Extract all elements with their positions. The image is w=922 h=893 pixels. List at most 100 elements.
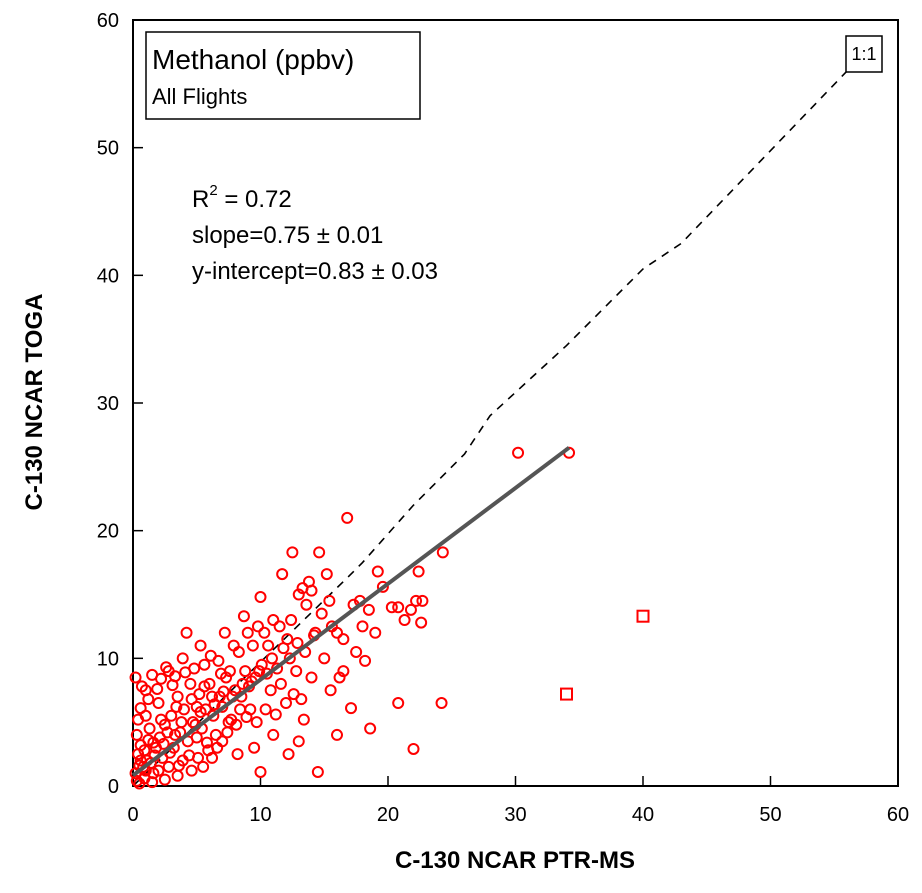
data-point xyxy=(172,759,185,772)
data-point xyxy=(313,546,326,559)
data-point xyxy=(412,565,425,578)
regression-line xyxy=(131,446,571,778)
data-point xyxy=(320,568,333,581)
data-point xyxy=(262,639,275,652)
r-squared-symbol: R xyxy=(192,186,209,213)
data-point xyxy=(364,722,377,735)
plot-frame xyxy=(132,19,899,787)
data-point xyxy=(237,610,250,623)
data-point xyxy=(214,667,227,680)
x-tick-label: 60 xyxy=(887,804,909,826)
data-point xyxy=(253,665,266,678)
data-point xyxy=(286,546,299,559)
data-point xyxy=(185,693,198,706)
data-point xyxy=(318,652,331,665)
y-tick-label: 60 xyxy=(97,10,119,32)
data-point xyxy=(436,546,449,559)
data-point xyxy=(178,703,190,716)
one-to-one-label-box xyxy=(845,35,883,73)
data-point xyxy=(333,671,346,684)
data-point xyxy=(300,598,313,611)
data-point xyxy=(130,774,143,787)
data-point xyxy=(392,697,405,710)
data-point xyxy=(169,728,182,741)
legend-subtitle: All Flights xyxy=(152,84,247,109)
data-point xyxy=(236,677,249,690)
y-axis-title: C-130 NCAR TOGA xyxy=(21,294,48,511)
data-point xyxy=(331,728,343,741)
data-point xyxy=(232,645,245,658)
data-point xyxy=(194,705,207,718)
data-point xyxy=(234,703,247,716)
data-point xyxy=(267,614,280,627)
data-point xyxy=(295,693,308,706)
data-point xyxy=(324,684,337,697)
data-point-square xyxy=(560,687,573,701)
data-point xyxy=(350,645,363,658)
x-axis-title: C-130 NCAR PTR-MS xyxy=(395,847,635,874)
data-point xyxy=(376,580,389,593)
data-point xyxy=(152,764,165,777)
data-point xyxy=(240,711,253,724)
data-point xyxy=(207,709,220,722)
one-to-one-dashed-line xyxy=(132,70,848,787)
x-tick-label: 50 xyxy=(759,804,781,826)
data-point xyxy=(165,709,178,722)
data-point xyxy=(152,697,165,710)
data-point xyxy=(230,718,243,731)
data-point xyxy=(179,666,192,679)
data-point xyxy=(362,603,375,616)
data-point xyxy=(129,671,142,684)
data-point xyxy=(143,722,156,735)
data-point xyxy=(258,626,271,639)
data-point xyxy=(337,633,350,646)
data-point xyxy=(217,685,230,698)
data-point xyxy=(175,716,188,729)
data-point xyxy=(176,652,189,665)
data-point xyxy=(142,693,155,706)
data-point xyxy=(283,652,296,665)
data-point xyxy=(218,626,231,639)
data-point xyxy=(162,760,175,773)
data-point xyxy=(292,588,305,601)
y-tick-label: 0 xyxy=(108,776,119,798)
data-point xyxy=(356,620,369,633)
data-point xyxy=(147,736,160,749)
data-point xyxy=(198,658,211,671)
one-to-one-line xyxy=(132,70,848,787)
data-point xyxy=(200,736,213,749)
x-tick-label: 40 xyxy=(632,804,654,826)
data-point xyxy=(416,594,429,607)
data-point xyxy=(345,702,358,715)
data-point xyxy=(410,594,423,607)
data-point xyxy=(290,665,303,678)
r-squared-superscript: 2 xyxy=(209,182,217,199)
data-point xyxy=(269,708,282,721)
data-point xyxy=(250,716,263,729)
data-point xyxy=(277,642,290,655)
data-point xyxy=(273,620,286,633)
legend-title: Methanol (ppbv) xyxy=(152,44,354,75)
x-axis-ticks: 0 10 20 30 40 50 60 xyxy=(127,776,909,826)
intercept-annotation: y-intercept=0.83 ± 0.03 xyxy=(192,258,438,285)
data-point xyxy=(280,697,292,710)
data-point xyxy=(264,684,277,697)
data-point xyxy=(239,665,252,678)
y-tick-label: 10 xyxy=(97,648,119,670)
data-point xyxy=(190,731,203,744)
x-tick-label: 10 xyxy=(249,804,271,826)
data-point xyxy=(208,698,221,711)
data-point xyxy=(158,773,171,786)
data-point xyxy=(248,741,261,754)
data-point xyxy=(259,703,272,716)
y-tick-label: 20 xyxy=(97,521,119,543)
data-point xyxy=(404,603,417,616)
data-point xyxy=(265,652,278,665)
data-point xyxy=(166,679,179,692)
data-point xyxy=(209,728,222,741)
data-point xyxy=(134,754,147,767)
data-point xyxy=(371,565,384,578)
y-tick-label: 40 xyxy=(97,265,119,287)
data-point xyxy=(254,765,267,778)
